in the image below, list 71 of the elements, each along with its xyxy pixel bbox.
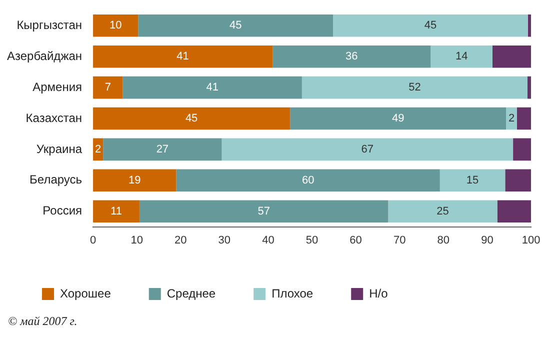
bar <box>513 138 531 161</box>
y-tick-label: Беларусь <box>30 172 82 187</box>
bar <box>103 138 222 161</box>
data-label: 14 <box>455 50 468 63</box>
bar <box>93 14 138 37</box>
x-tick-label: 50 <box>306 234 318 246</box>
x-tick-label: 60 <box>350 234 362 246</box>
data-label: 45 <box>185 112 198 125</box>
bar <box>497 200 531 222</box>
data-label: 52 <box>408 82 421 94</box>
data-label: 10 <box>109 20 122 32</box>
data-label: 67 <box>361 143 374 156</box>
bar <box>528 14 531 37</box>
legend-label: Хорошее <box>60 286 112 300</box>
bar <box>93 169 176 192</box>
bar <box>492 45 531 68</box>
data-label: 25 <box>436 205 449 218</box>
x-tick-label: 100 <box>522 234 540 246</box>
y-tick-label: Армения <box>32 80 82 94</box>
y-tick-label: Казахстан <box>26 110 82 125</box>
x-tick-label: 30 <box>218 234 231 246</box>
data-label: 60 <box>302 174 314 186</box>
bar <box>93 76 123 99</box>
bar <box>516 107 531 130</box>
bar <box>527 76 531 99</box>
x-tick-label: 90 <box>481 234 494 246</box>
data-label: 19 <box>128 174 141 186</box>
x-tick-label: 80 <box>437 234 450 246</box>
x-tick-label: 20 <box>174 234 187 246</box>
data-label: 45 <box>229 20 242 32</box>
data-label: 7 <box>104 82 111 94</box>
bar <box>506 107 517 130</box>
x-tick-label: 70 <box>393 234 406 246</box>
y-tick-label: Россия <box>42 204 82 218</box>
data-label: 36 <box>346 50 358 63</box>
data-label: 41 <box>176 50 189 63</box>
bar <box>440 169 506 192</box>
x-tick-label: 10 <box>130 234 143 246</box>
y-tick-label: Украина <box>36 142 82 156</box>
legend-label: Плохое <box>272 286 314 300</box>
data-label: 57 <box>258 205 270 218</box>
bar <box>222 138 514 161</box>
y-tick-label: Кыргызстан <box>16 18 82 32</box>
bar <box>122 76 302 99</box>
bar <box>139 200 388 222</box>
legend-label: Среднее <box>166 286 216 300</box>
x-tick-label: 40 <box>262 234 274 246</box>
bar <box>93 200 140 222</box>
bar <box>302 76 528 99</box>
data-label: 2 <box>95 143 102 156</box>
data-label: 11 <box>110 205 122 218</box>
bar <box>333 14 528 37</box>
bar <box>505 169 531 192</box>
data-label: 15 <box>466 174 479 186</box>
bar <box>176 169 440 192</box>
y-tick-label: Азербайджан <box>6 48 82 63</box>
bar <box>290 107 506 130</box>
legend-label: Н/о <box>369 286 388 300</box>
bar <box>138 14 334 37</box>
data-label: 2 <box>508 112 515 125</box>
bar <box>388 200 498 222</box>
bar <box>93 107 290 130</box>
text: © май 2007 г. <box>8 314 78 329</box>
data-label: 45 <box>424 20 437 32</box>
bar <box>93 45 273 68</box>
bar <box>430 45 492 68</box>
data-label: 49 <box>392 112 404 125</box>
x-tick-label: 0 <box>90 234 96 246</box>
data-label: 41 <box>206 82 218 94</box>
data-label: 27 <box>156 143 169 156</box>
bar <box>272 45 431 68</box>
